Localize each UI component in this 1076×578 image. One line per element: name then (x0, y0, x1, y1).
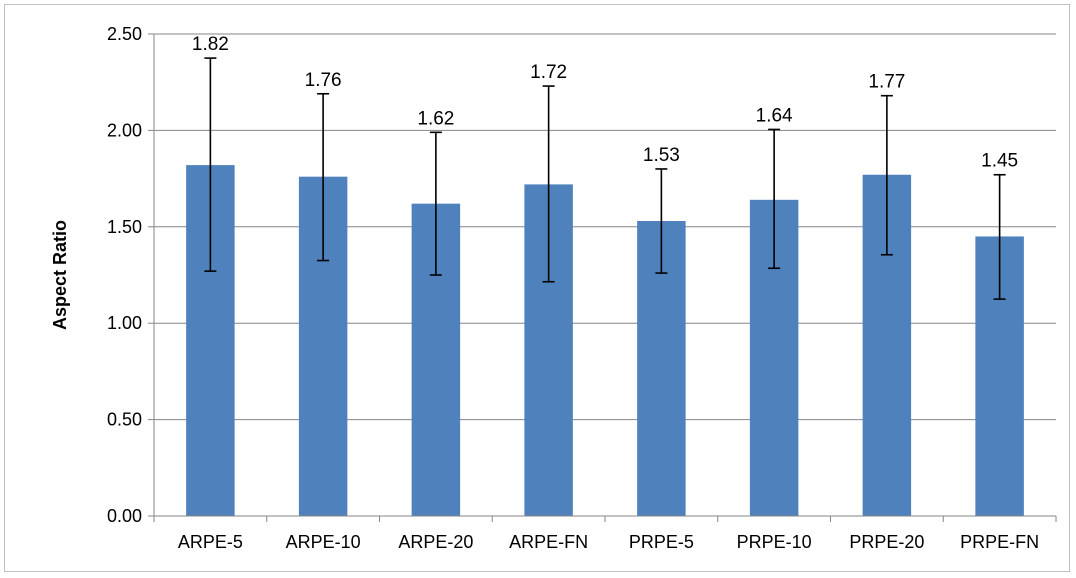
y-tick-label: 0.50 (107, 410, 142, 430)
y-tick-label: 0.00 (107, 506, 142, 526)
x-tick-label: ARPE-FN (509, 532, 588, 552)
x-tick-label: ARPE-5 (178, 532, 243, 552)
data-label: 1.77 (868, 72, 905, 93)
data-label: 1.64 (756, 105, 793, 126)
error-bars (204, 57, 1006, 300)
gridlines (154, 33, 1056, 421)
bars (186, 165, 1024, 517)
y-tick-label: 2.00 (107, 120, 142, 140)
axes: 0.00 0.50 1.00 1.50 2.00 2.50 ARPE-5 ARPE-10 ARP… (107, 24, 1057, 552)
y-axis-title: Aspect Ratio (50, 220, 70, 330)
x-tick-label: ARPE-10 (286, 532, 361, 552)
x-tick-label: PRPE-20 (849, 532, 924, 552)
x-tick-label: PRPE-FN (960, 532, 1039, 552)
data-label: 1.53 (643, 145, 680, 166)
x-tick-label: PRPE-5 (629, 532, 694, 552)
x-tick-label: ARPE-20 (398, 532, 473, 552)
data-label: 1.82 (192, 34, 229, 55)
data-label: 1.62 (417, 108, 454, 129)
x-tick-label: PRPE-10 (737, 532, 812, 552)
y-tick-label: 2.50 (107, 24, 142, 44)
data-label: 1.76 (305, 70, 342, 91)
data-label: 1.45 (981, 151, 1018, 172)
y-tick-label: 1.50 (107, 217, 142, 237)
data-labels: 1.82 1.76 1.62 1.72 1.53 1.64 1.77 1.45 (192, 34, 1018, 172)
data-label: 1.72 (530, 62, 567, 83)
y-tick-label: 1.00 (107, 313, 142, 333)
